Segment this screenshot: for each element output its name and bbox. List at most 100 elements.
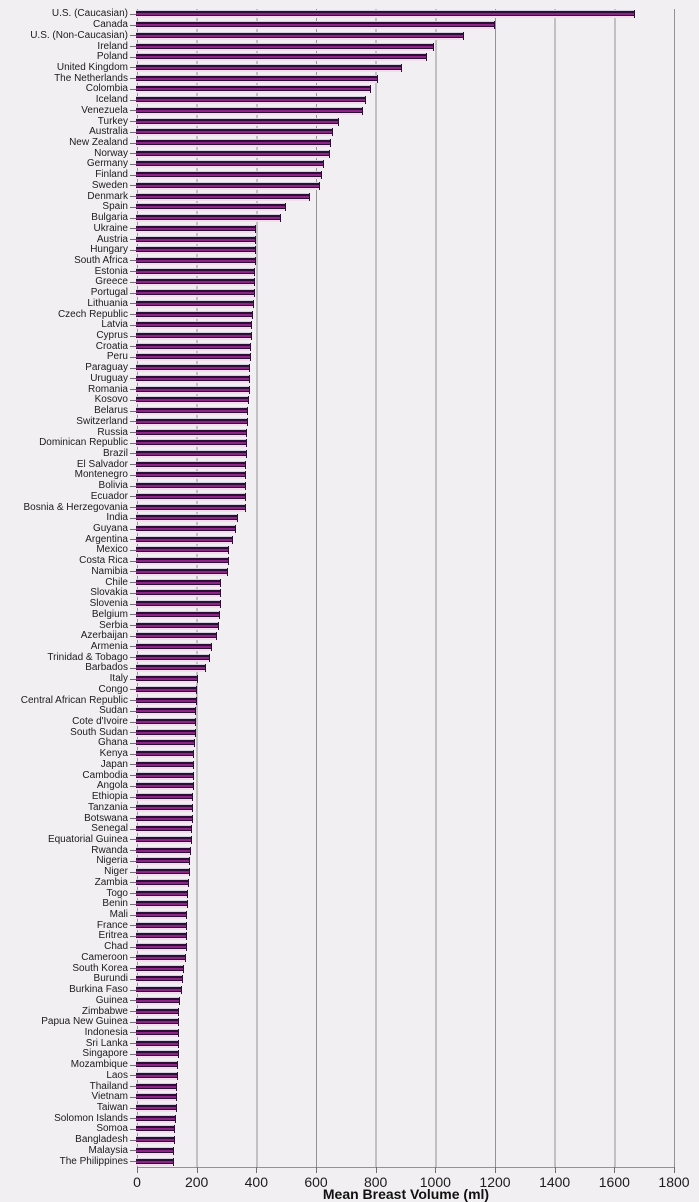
category-tick	[130, 1161, 136, 1163]
bar-row: Congo	[0, 684, 699, 696]
bar-row: Ukraine	[0, 223, 699, 234]
bar	[136, 342, 252, 351]
category-tick	[130, 1043, 136, 1045]
country-label: Latvia	[101, 319, 128, 331]
country-label: The Philippines	[59, 1155, 128, 1167]
country-label: Papua New Guinea	[41, 1016, 128, 1028]
bar-row: Peru	[0, 352, 699, 363]
country-label: Peru	[106, 351, 128, 363]
country-label: Greece	[95, 276, 128, 288]
category-tick	[130, 99, 136, 101]
bar	[136, 374, 251, 383]
bar	[136, 1146, 174, 1155]
country-label: Paraguay	[85, 362, 128, 374]
bar-row: Tanzania	[0, 802, 699, 813]
country-label: Thailand	[89, 1080, 128, 1092]
category-tick	[130, 153, 136, 155]
bar	[136, 1114, 177, 1123]
bar-row: Estonia	[0, 266, 699, 277]
bar	[136, 460, 247, 469]
category-tick	[130, 271, 136, 273]
category-tick	[130, 56, 136, 58]
country-label: Costa Rica	[79, 555, 128, 567]
bar-row: Slovakia	[0, 588, 699, 599]
country-label: Benin	[102, 898, 128, 910]
bar	[136, 417, 248, 426]
bar-row: Cote d'Ivoire	[0, 717, 699, 728]
category-tick	[130, 657, 136, 659]
bar	[136, 621, 220, 630]
category-tick	[130, 442, 136, 444]
category-tick	[130, 935, 136, 937]
category-tick	[130, 432, 136, 434]
category-tick	[130, 163, 136, 165]
bar	[136, 814, 194, 823]
category-tick	[130, 35, 136, 37]
bar-row: Sweden	[0, 180, 699, 192]
bar	[136, 289, 255, 298]
bar	[136, 514, 239, 523]
country-label: Ukraine	[93, 222, 128, 234]
country-label: Denmark	[87, 190, 128, 202]
x-tick-label: 200	[184, 1174, 209, 1190]
bar-row: Ecuador	[0, 490, 699, 503]
bar	[136, 385, 250, 394]
bar	[136, 332, 253, 341]
bar-row: Poland	[0, 52, 699, 63]
bar-row: Montenegro	[0, 470, 699, 481]
bar	[136, 321, 253, 330]
x-axis-title: Mean Breast Volume (ml)	[322, 1186, 490, 1202]
category-tick	[130, 957, 136, 959]
bar	[136, 21, 495, 30]
category-tick	[130, 1139, 136, 1141]
bar-row: Nigeria	[0, 856, 699, 867]
country-label: Kosovo	[94, 394, 128, 406]
bar-row: Cameroon	[0, 952, 699, 964]
country-label: Ecuador	[90, 490, 128, 502]
country-label: Sudan	[99, 705, 128, 717]
bar	[136, 471, 247, 480]
country-label: New Zealand	[69, 137, 128, 149]
bar-row: Guyana	[0, 524, 699, 535]
bar-row: Thailand	[0, 1081, 699, 1092]
bar-row: United Kingdom	[0, 62, 699, 74]
country-label: Australia	[89, 126, 128, 138]
bar	[136, 642, 212, 651]
country-label: Azerbaijan	[80, 630, 128, 642]
country-label: Zimbabwe	[81, 1005, 128, 1017]
country-label: Burkina Faso	[69, 984, 128, 996]
country-label: Burundi	[93, 973, 128, 985]
category-tick	[130, 335, 136, 337]
country-label: Italy	[109, 673, 128, 685]
x-axis-tick	[614, 1167, 616, 1173]
category-tick	[130, 88, 136, 90]
bar	[136, 739, 195, 748]
country-label: Austria	[96, 233, 128, 245]
bar-row: Finland	[0, 170, 699, 181]
bar	[136, 803, 194, 812]
bar-row: Spain	[0, 202, 699, 213]
bar	[136, 278, 255, 287]
category-tick	[130, 785, 136, 787]
bar	[136, 1018, 180, 1027]
country-label: Bangladesh	[75, 1134, 128, 1146]
country-label: Brazil	[102, 447, 128, 459]
bar	[136, 63, 402, 72]
country-label: Zambia	[94, 876, 128, 888]
bar	[136, 835, 193, 844]
bar-row: U.S. (Caucasian)	[0, 9, 699, 20]
bar-row: Burkina Faso	[0, 985, 699, 996]
category-tick	[130, 828, 136, 830]
country-label: Estonia	[94, 265, 128, 277]
x-tick-label: 400	[244, 1174, 269, 1190]
bar	[136, 878, 190, 887]
country-label: Mozambique	[70, 1059, 128, 1071]
bar-row: Senegal	[0, 824, 699, 835]
country-label: Laos	[106, 1069, 128, 1081]
bar	[136, 664, 206, 673]
country-label: Niger	[104, 866, 128, 878]
bar	[136, 256, 256, 265]
category-tick	[130, 46, 136, 48]
bar-row: Malaysia	[0, 1145, 699, 1157]
category-tick	[130, 946, 136, 948]
